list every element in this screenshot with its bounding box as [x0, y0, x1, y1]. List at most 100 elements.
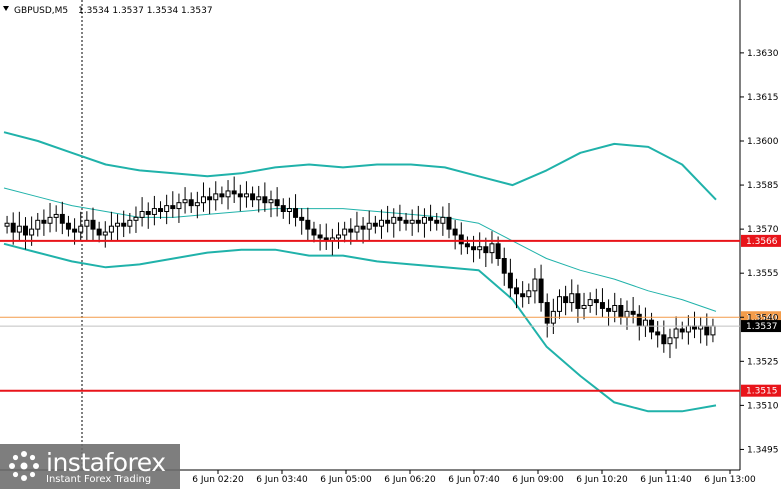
time-tick-label: 6 Jun 02:20	[192, 475, 244, 485]
candle	[280, 198, 286, 219]
candle	[556, 289, 562, 319]
candle	[22, 217, 28, 250]
candle	[372, 215, 378, 234]
candle	[53, 205, 59, 232]
candle	[115, 214, 121, 241]
price-tick-label: 1.3540	[747, 313, 779, 323]
candle	[268, 190, 274, 218]
candle	[329, 228, 335, 256]
time-tick-label: 6 Jun 05:00	[320, 475, 372, 485]
candle	[477, 232, 483, 259]
candle	[127, 212, 133, 234]
candle	[293, 194, 299, 227]
candle	[464, 236, 470, 255]
candle	[452, 220, 458, 250]
candle	[286, 197, 292, 225]
candle	[544, 293, 550, 338]
time-tick-label: 6 Jun 07:40	[448, 475, 500, 485]
candle	[667, 328, 673, 359]
candle	[397, 204, 403, 232]
candle	[78, 211, 84, 242]
candle	[428, 204, 434, 232]
bollinger-lower-band	[3, 242, 717, 413]
candle	[679, 321, 685, 340]
candle	[458, 222, 464, 255]
candle	[200, 182, 206, 212]
watermark-panel	[0, 444, 180, 489]
price-tick-label: 1.3525	[747, 357, 779, 367]
price-tick-label: 1.3570	[747, 225, 779, 235]
candle	[231, 176, 237, 203]
candle	[685, 315, 691, 345]
time-tick-label: 6 Jun 06:20	[384, 475, 436, 485]
candle	[532, 268, 538, 304]
candle	[164, 194, 170, 225]
candle	[16, 211, 22, 242]
price-tick-label: 1.3585	[747, 181, 779, 191]
candle	[673, 316, 679, 349]
current-price-tag	[741, 320, 781, 333]
candle	[47, 202, 53, 233]
time-axis: 6 Jun 02:20 6 Jun 03:40 6 Jun 05:00 6 Jun 0…	[192, 470, 756, 485]
candle	[624, 300, 630, 330]
candle	[630, 296, 636, 324]
candle	[507, 258, 513, 297]
time-tick-label: 6 Jun 11:40	[640, 475, 692, 485]
time-tick-label: 6 Jun 13:00	[704, 475, 756, 485]
candle	[354, 211, 360, 242]
candle	[342, 221, 348, 243]
candle	[593, 288, 599, 316]
candle	[704, 313, 710, 346]
candle	[59, 201, 65, 235]
level-label-1.3515: 1.3515	[746, 387, 778, 397]
candle	[176, 193, 182, 223]
candle	[10, 212, 16, 245]
level-tag-1.3515	[741, 384, 781, 397]
candle	[207, 187, 213, 215]
candle	[274, 187, 280, 217]
candle	[90, 207, 96, 240]
price-axis: 1.3630 1.3615 1.3600 1.3585 1.3570 1.3555 1.35…	[740, 49, 779, 455]
candle	[514, 278, 520, 309]
candle	[237, 184, 243, 212]
candle	[403, 212, 409, 231]
candles	[4, 176, 716, 359]
level-tag-1.3566	[741, 234, 781, 247]
price-tick-label: 1.3600	[747, 137, 779, 147]
time-tick-label: 6 Jun 10:20	[576, 475, 628, 485]
candle	[366, 210, 372, 240]
candle	[336, 222, 342, 249]
price-tick-label: 1.3495	[747, 445, 779, 455]
price-tick-label: 1.3510	[747, 401, 779, 411]
candle	[612, 292, 618, 323]
candle	[655, 321, 661, 348]
candle	[692, 311, 698, 339]
bollinger-bands	[3, 131, 717, 413]
candle	[538, 264, 544, 312]
candle	[661, 320, 667, 353]
candle	[35, 212, 41, 237]
price-levels: 1.3566 1.3540 1.3515 1.3537	[0, 234, 781, 397]
candle	[182, 187, 188, 214]
candle	[317, 224, 323, 251]
candle	[471, 235, 477, 263]
candle	[599, 288, 605, 318]
candle	[581, 292, 587, 320]
candle	[440, 206, 446, 236]
candle	[219, 186, 225, 205]
header-collapse-icon[interactable]	[3, 6, 9, 11]
candle	[698, 316, 704, 344]
candle	[606, 299, 612, 326]
candle	[710, 318, 716, 343]
candle	[4, 215, 10, 234]
candle	[194, 191, 200, 219]
candle	[305, 207, 311, 240]
price-tick-label: 1.3555	[747, 269, 779, 279]
bollinger-middle-band	[3, 187, 717, 312]
candle	[587, 292, 593, 313]
candle	[243, 181, 249, 208]
candle	[108, 211, 114, 242]
candle	[311, 221, 317, 243]
candle	[520, 281, 526, 308]
